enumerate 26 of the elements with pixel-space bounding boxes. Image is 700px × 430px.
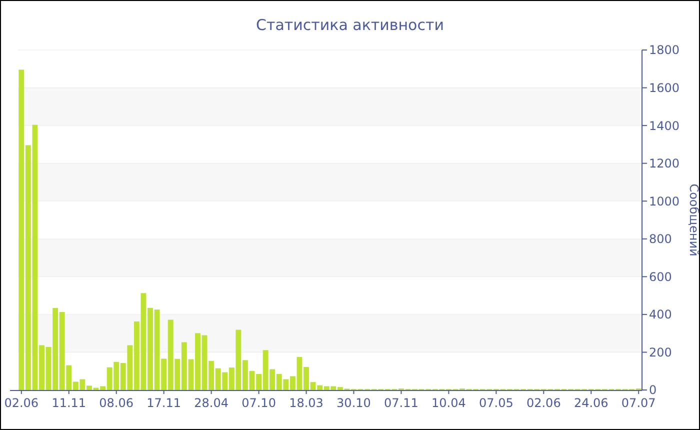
y-tick-label: 600 xyxy=(649,270,672,284)
y-tick-label: 1200 xyxy=(649,156,680,171)
x-tick-label: 02.06 xyxy=(4,396,39,410)
x-tick-label: 24.06 xyxy=(574,396,608,410)
x-tick-label: 07.10 xyxy=(242,396,276,410)
y-tick-label: 1000 xyxy=(649,194,680,208)
x-tick-label: 17.11 xyxy=(146,396,182,410)
y-tick-label: 1600 xyxy=(649,80,680,95)
chart-title: Статистика активности xyxy=(256,16,444,34)
x-tick-label: 30.10 xyxy=(336,396,371,410)
y-tick-label: 400 xyxy=(649,308,672,322)
y-tick-label: 1400 xyxy=(649,118,680,133)
x-tick-label: 02.06 xyxy=(526,396,561,410)
x-tick-label: 10.04 xyxy=(432,396,466,410)
x-tick-label: 18.03 xyxy=(289,396,324,410)
y-tick-label: 200 xyxy=(649,345,672,360)
x-tick-label: 07.05 xyxy=(478,396,514,410)
y-axis-title: Сообщений xyxy=(687,184,700,256)
x-tick-label: 07.11 xyxy=(384,396,418,410)
x-tick-label: 08.06 xyxy=(99,396,134,410)
x-tick-label: 28.04 xyxy=(194,396,228,410)
y-tick-label: 0 xyxy=(649,383,657,398)
x-tick-label: 11.11 xyxy=(52,396,86,410)
x-tick-label: 07.07 xyxy=(621,396,656,410)
y-tick-label: 1800 xyxy=(649,43,680,58)
y-tick-label: 800 xyxy=(649,232,672,246)
